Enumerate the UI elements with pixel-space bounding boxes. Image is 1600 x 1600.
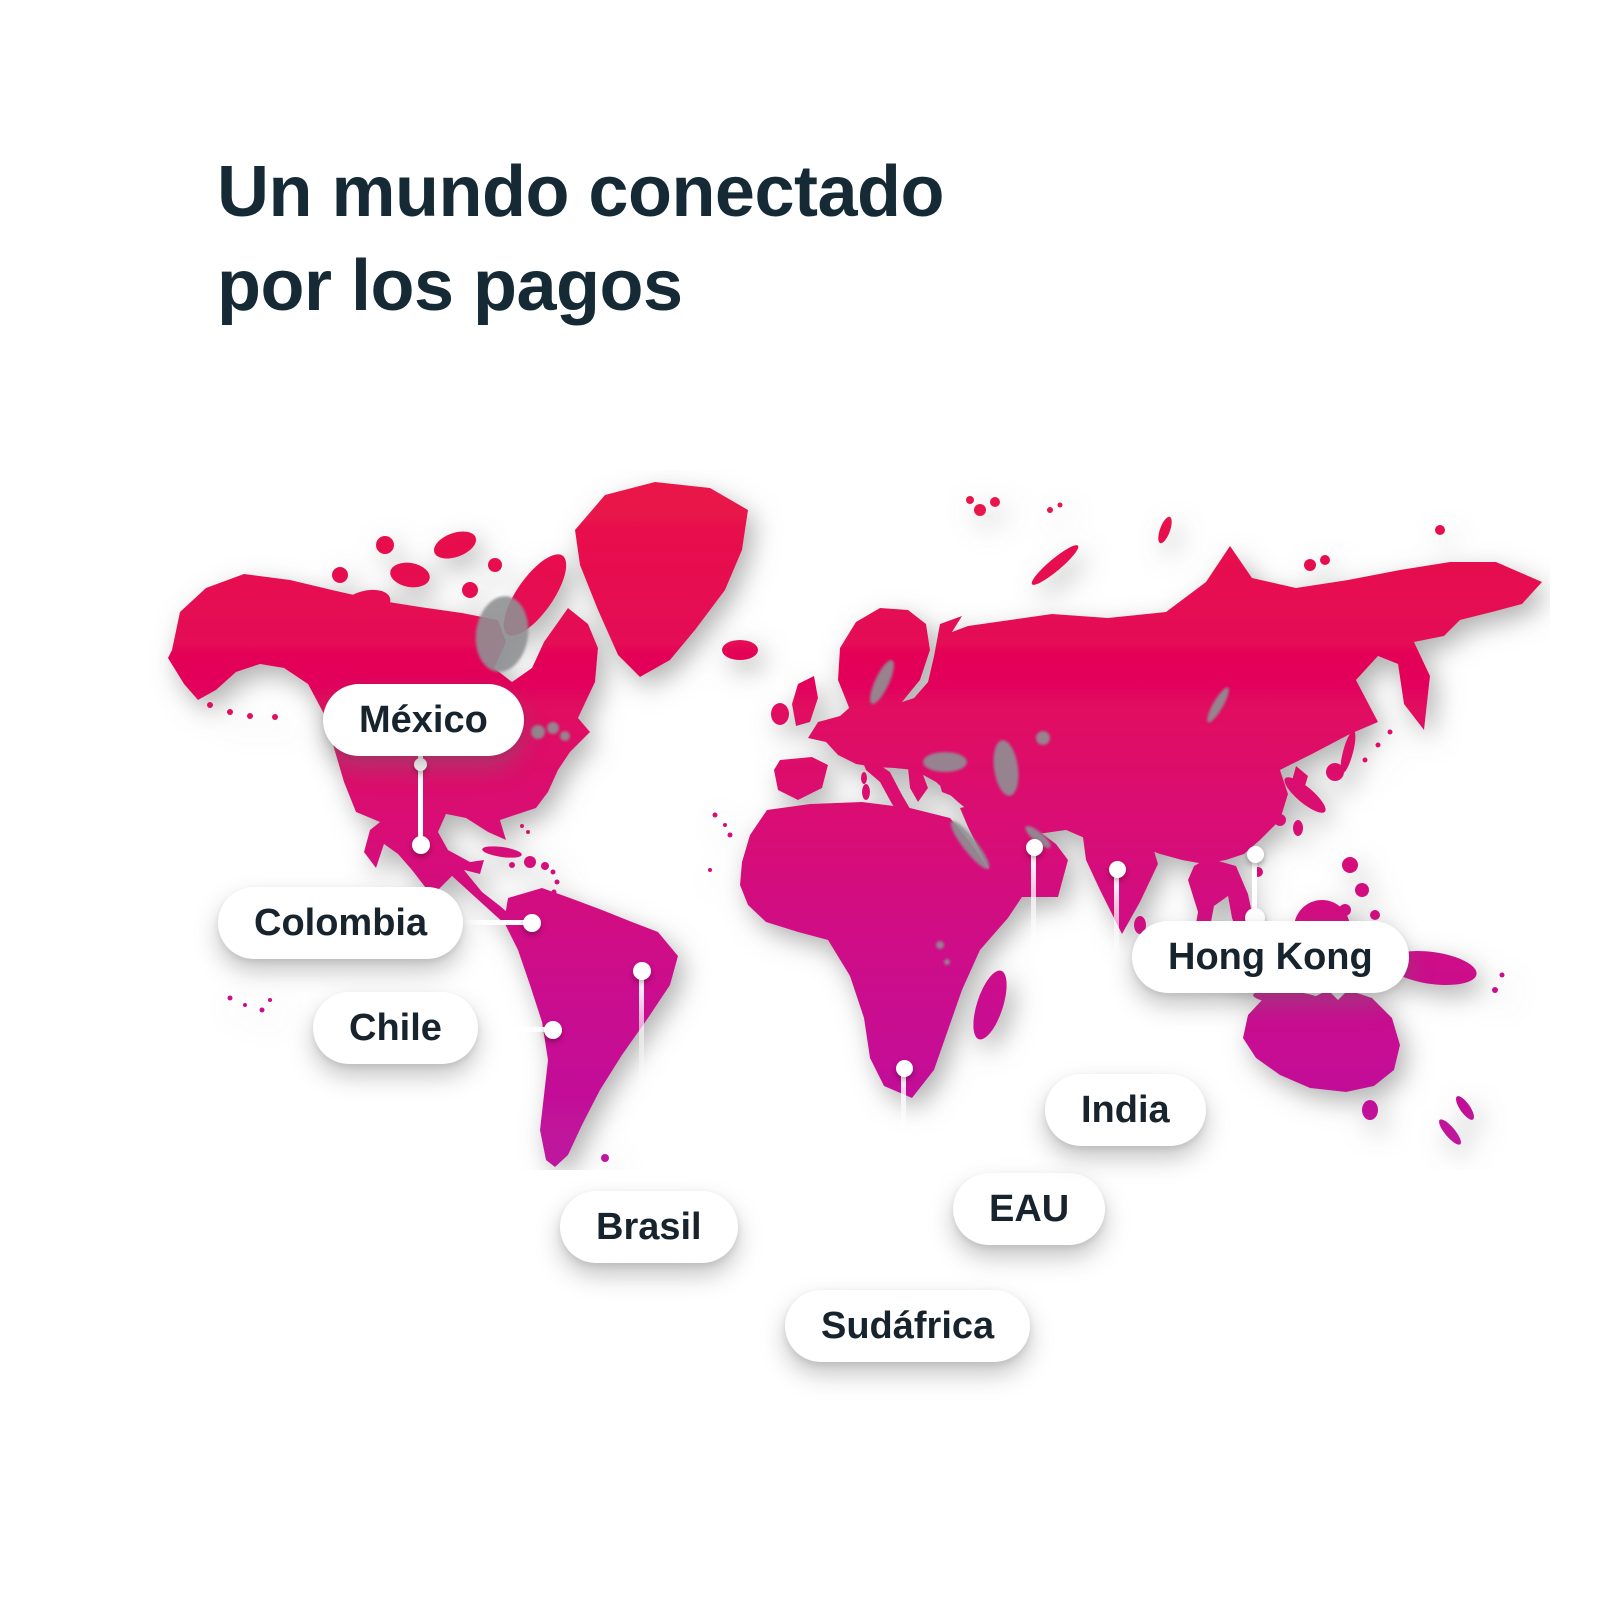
- south-america: [504, 888, 678, 1167]
- marker-dot-india: [1109, 861, 1126, 878]
- page-title: Un mundo conectado por los pagos: [217, 146, 945, 333]
- marker-dot-mexico: [412, 836, 430, 854]
- world-map: [168, 482, 1542, 1167]
- connector-brasil: [639, 978, 644, 1108]
- australia: [1243, 990, 1400, 1092]
- connector-sudafrica: [901, 1075, 906, 1170]
- label-mexico: México: [323, 684, 524, 756]
- marker-dot-chile: [544, 1021, 562, 1039]
- iberia: [774, 757, 828, 800]
- connector-hong-kong: [1252, 858, 1257, 920]
- label-brasil: Brasil: [560, 1191, 738, 1263]
- page-title-line1: Un mundo conectado: [217, 152, 945, 232]
- label-hong-kong: Hong Kong: [1132, 921, 1409, 993]
- africa: [740, 802, 1024, 1098]
- label-chile: Chile: [313, 992, 478, 1064]
- anatolia: [938, 770, 1005, 800]
- landmasses: [168, 482, 1542, 1167]
- marker-dot-eau: [1026, 839, 1043, 856]
- label-eau: EAU: [953, 1173, 1106, 1245]
- marker-dot-sudafrica: [896, 1060, 913, 1077]
- inland-seas: [475, 596, 1229, 965]
- greenland: [575, 482, 748, 677]
- page-title-line2: por los pagos: [217, 245, 683, 326]
- marker-dot-hong-kong-top: [1247, 846, 1264, 863]
- label-india: India: [1045, 1074, 1206, 1146]
- india: [1082, 822, 1158, 934]
- label-colombia: Colombia: [218, 887, 464, 959]
- arabia: [960, 800, 1068, 897]
- marker-dot-brasil: [633, 962, 651, 980]
- marker-dot-colombia: [523, 914, 541, 932]
- connector-eau: [1031, 854, 1036, 1014]
- british-isles: [792, 676, 818, 726]
- marker-dot-mexico-top: [414, 758, 427, 771]
- balkans: [908, 768, 928, 802]
- connector-india: [1114, 876, 1119, 1006]
- label-sudafrica: Sudáfrica: [785, 1290, 1031, 1362]
- connector-chile: [448, 1027, 554, 1032]
- connector-colombia: [445, 920, 533, 925]
- connector-mexico: [418, 756, 423, 846]
- italy: [862, 760, 912, 820]
- scandinavia: [838, 608, 930, 716]
